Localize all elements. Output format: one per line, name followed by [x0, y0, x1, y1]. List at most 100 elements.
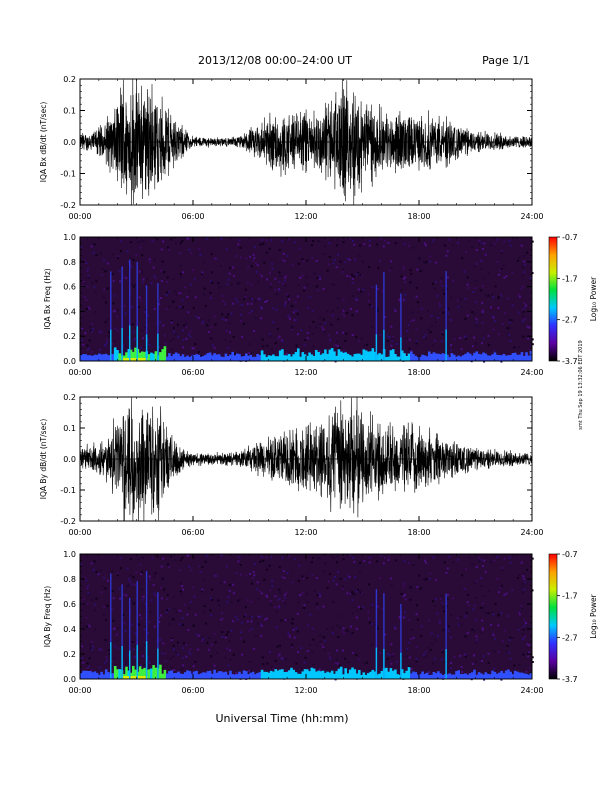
spectrogram-cell — [468, 239, 471, 242]
spectrogram-cell — [322, 318, 325, 321]
spectrogram-low-band — [292, 354, 295, 361]
spectrogram-cell — [175, 293, 178, 296]
spectrogram-cell — [484, 294, 487, 297]
y-tick-label: 0.6 — [63, 283, 76, 292]
spectrogram-cell — [185, 337, 188, 340]
spectrogram-cell — [464, 337, 467, 340]
spectrogram-low-band — [423, 355, 427, 361]
spectrogram-cell — [244, 606, 247, 609]
spectrogram-cell — [129, 580, 132, 583]
spectrogram-cell — [355, 336, 358, 339]
spectrogram-cell — [492, 633, 495, 636]
spectrogram-cell — [183, 603, 186, 606]
spectrogram-cell — [203, 578, 205, 581]
spectrogram-low-band — [520, 672, 524, 679]
spectrogram-low-band — [161, 673, 164, 679]
spectrogram-cell — [278, 249, 281, 251]
spectrogram-low-band — [484, 353, 488, 361]
spectrogram-cell — [491, 293, 493, 296]
spectrogram-low-band — [351, 356, 354, 361]
spectrogram-low-band — [181, 354, 185, 361]
spectrogram-cell — [82, 661, 85, 664]
spectrogram-cell — [404, 598, 406, 601]
spectrogram-cell — [265, 617, 268, 620]
spectrogram-cell — [390, 325, 393, 328]
spectrogram-cell — [92, 645, 95, 648]
spectrogram-cell — [174, 559, 177, 562]
spectrogram-cell — [416, 618, 419, 621]
spectrogram-cell — [447, 630, 450, 633]
spectrogram-low-band — [224, 671, 228, 679]
spectrogram-cell — [306, 337, 309, 340]
spectrogram-cell — [139, 563, 142, 566]
spectrogram-cell — [460, 348, 463, 351]
spectrogram-cell — [492, 328, 495, 331]
spectrogram-low-band — [321, 353, 325, 361]
spectrogram-cell — [326, 310, 328, 313]
spectrogram-cell — [187, 651, 190, 654]
spectrogram-cell — [307, 624, 310, 627]
spectrogram-low-band — [84, 670, 88, 679]
spectrogram-cell — [182, 306, 184, 309]
spectrogram-cell — [434, 261, 437, 264]
spectrogram-cell — [351, 631, 354, 634]
spectrogram-low-band — [249, 354, 253, 361]
spectrogram-cell — [119, 567, 122, 570]
spectrogram-cell — [292, 628, 295, 631]
spectrogram-cell — [501, 566, 504, 569]
spectrogram-cell — [182, 642, 185, 645]
spectrogram-cell — [263, 261, 266, 264]
spectrogram-cell — [170, 348, 173, 351]
spectrogram-low-band — [527, 674, 531, 679]
spectrogram-cell — [337, 318, 340, 321]
spectrogram-cell — [392, 335, 395, 338]
spectrogram-cell — [355, 297, 358, 300]
spectrogram-low-band — [425, 356, 429, 361]
spectrogram-cell — [202, 320, 204, 323]
spectrogram-cell — [287, 314, 290, 317]
spectrogram-low-band — [190, 673, 194, 679]
spectrogram-cell — [163, 588, 166, 591]
spectrogram-cell — [181, 240, 184, 242]
spectrogram-cell — [481, 619, 484, 622]
spectrogram-cell — [254, 617, 257, 620]
spectrogram-cell — [465, 611, 468, 614]
spectrogram-cell — [327, 580, 330, 583]
colorbar — [548, 236, 558, 362]
spectrogram-cell — [529, 277, 532, 280]
spectrogram-low-band — [129, 672, 133, 679]
spectrogram-cell — [346, 275, 349, 277]
spectrogram-cell — [480, 259, 483, 262]
spectrogram-cell — [208, 636, 211, 639]
spectrogram-cell — [406, 330, 409, 333]
spectrogram-cell — [249, 615, 252, 618]
spectrogram-cell — [407, 324, 410, 326]
spectrogram-cell — [143, 326, 146, 329]
spectrogram-cell — [164, 342, 167, 345]
spectrogram-cell — [253, 563, 256, 566]
spectrogram-cell — [415, 646, 418, 649]
spectrogram-cell — [260, 239, 263, 241]
spectrogram-cell — [450, 636, 452, 639]
spectrogram-cell — [496, 260, 499, 263]
spectrogram-cell — [232, 335, 235, 338]
spectrogram-cell — [266, 344, 269, 347]
spectrogram-cell — [192, 307, 195, 309]
spectrogram-low-band — [461, 674, 465, 679]
spectrogram-cell — [87, 594, 90, 597]
spectrogram-low-band — [199, 356, 203, 361]
spectrogram-cell — [503, 240, 506, 243]
spectrogram-cell — [172, 338, 175, 340]
spectrogram-cell — [342, 558, 345, 561]
spectrogram-cell — [92, 568, 95, 571]
spectrogram-low-band — [297, 673, 300, 679]
spectrogram-cell — [204, 304, 207, 307]
spectrogram-cell — [518, 295, 521, 298]
spectrogram-cell — [415, 295, 418, 298]
spectrogram-cell — [211, 344, 214, 347]
spectrogram-cell — [167, 246, 169, 249]
spectrogram-cell — [123, 593, 126, 596]
spectrogram-cell — [88, 347, 91, 350]
spectrogram-cell — [254, 300, 257, 303]
spectrogram-low-band — [127, 349, 131, 361]
